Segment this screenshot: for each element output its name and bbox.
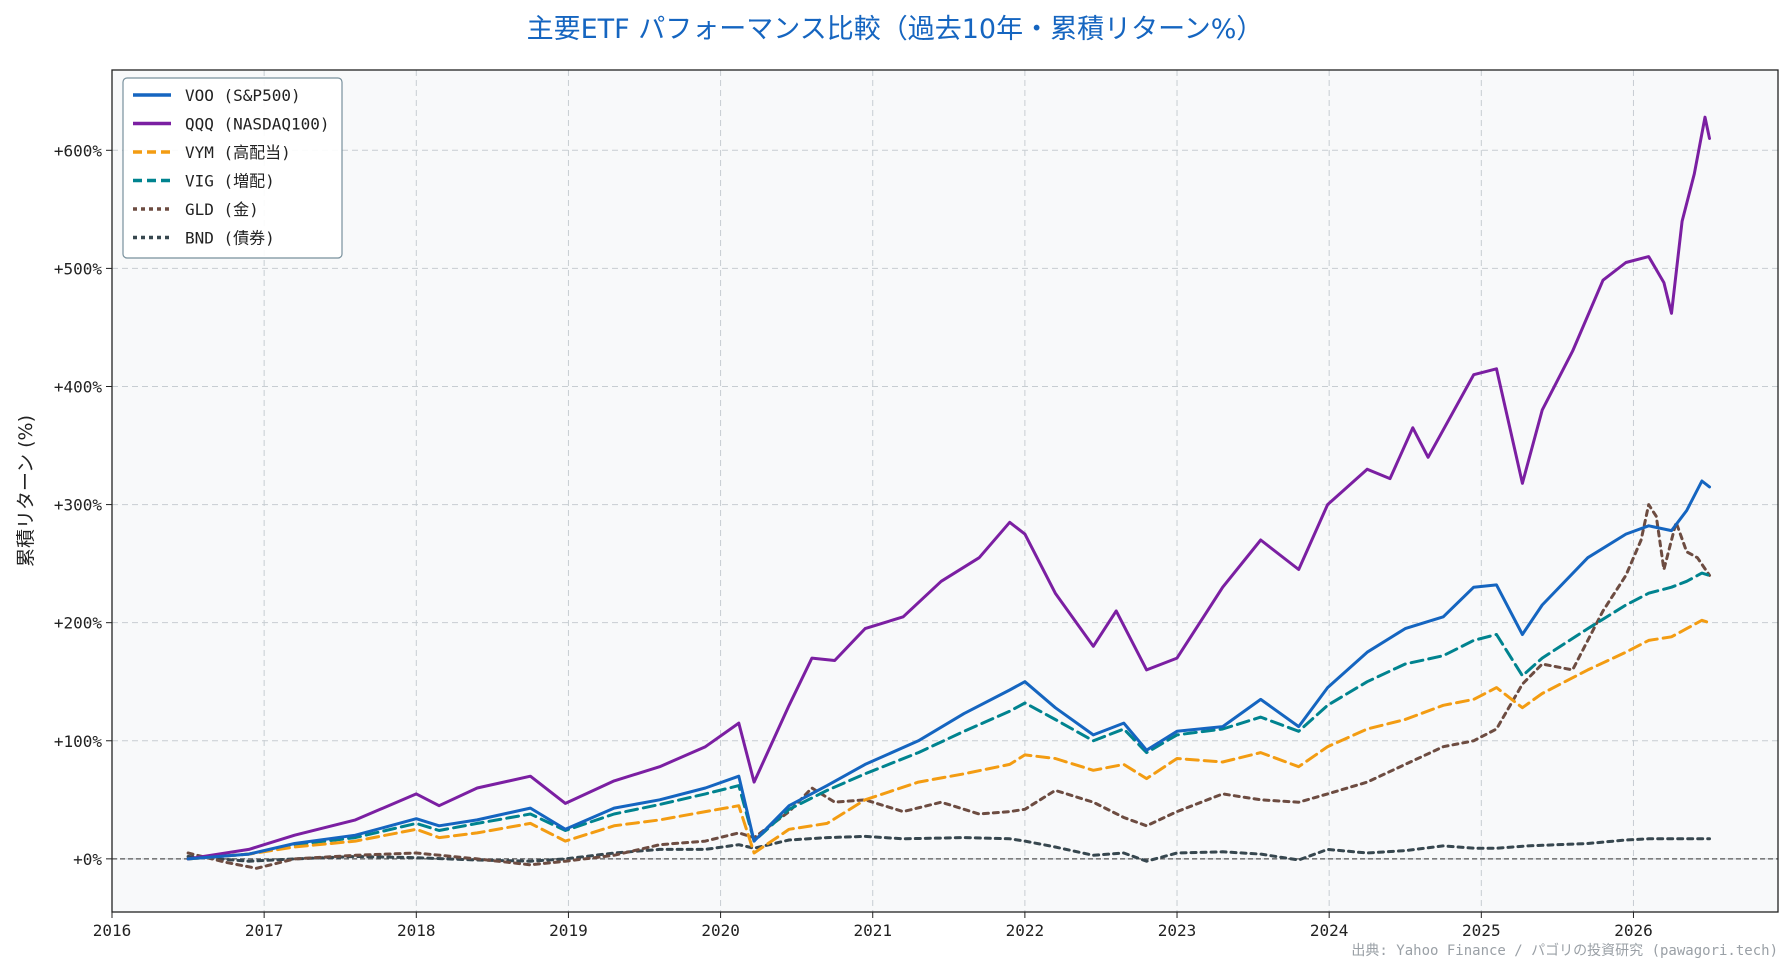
y-tick-label: +400%	[54, 377, 103, 396]
y-tick-label: +600%	[54, 141, 103, 160]
y-tick-label: +200%	[54, 614, 103, 633]
legend-label: VOO (S&P500)	[185, 86, 301, 105]
y-tick-label: +100%	[54, 732, 103, 751]
x-tick-label: 2021	[853, 921, 892, 940]
series-line	[186, 618, 1711, 861]
x-tick-label: 2019	[549, 921, 588, 940]
x-tick-label: 2017	[245, 921, 284, 940]
x-tick-label: 2016	[93, 921, 132, 940]
legend-box	[122, 77, 343, 259]
x-axis: 2016 2017 2018 2019 2020 2021 2022 2023 2024 2025…	[93, 912, 1653, 940]
legend-label: VYM (高配当)	[185, 143, 291, 162]
x-tick-label: 2023	[1158, 921, 1197, 940]
x-tick-label: 2025	[1462, 921, 1501, 940]
y-axis: +0% +100% +200% +300% +400% +500% +600%	[54, 141, 112, 869]
y-tick-label: +300%	[54, 496, 103, 515]
plot-area	[112, 70, 1778, 912]
legend: VOO (S&P500) QQQ (NASDAQ100) VYM (高配当) VIG …	[122, 77, 343, 259]
legend-label: GLD (金)	[185, 200, 259, 219]
y-tick-label: +500%	[54, 259, 103, 278]
y-tick-label: +0%	[73, 850, 102, 869]
series-line	[186, 571, 1711, 861]
legend-label: VIG (増配)	[185, 172, 275, 191]
series-line	[186, 479, 1711, 861]
source-note: 出典: Yahoo Finance / パゴリの投資研究 (pawagori.t…	[1351, 942, 1778, 959]
series-lines	[186, 115, 1711, 870]
y-axis-label: 累積リターン (%)	[15, 415, 37, 567]
x-tick-label: 2022	[1006, 921, 1045, 940]
legend-label: BND (債券)	[185, 229, 275, 248]
legend-label: QQQ (NASDAQ100)	[185, 115, 330, 134]
series-line	[186, 503, 1711, 870]
x-tick-label: 2020	[701, 921, 740, 940]
x-tick-label: 2024	[1310, 921, 1349, 940]
chart-title: 主要ETF パフォーマンス比較（過去10年・累積リターン%）	[527, 14, 1264, 45]
x-tick-label: 2018	[397, 921, 436, 940]
plot-frame	[111, 69, 1779, 913]
x-tick-label: 2026	[1614, 921, 1653, 940]
series-line	[186, 115, 1711, 861]
series-line	[186, 834, 1711, 863]
